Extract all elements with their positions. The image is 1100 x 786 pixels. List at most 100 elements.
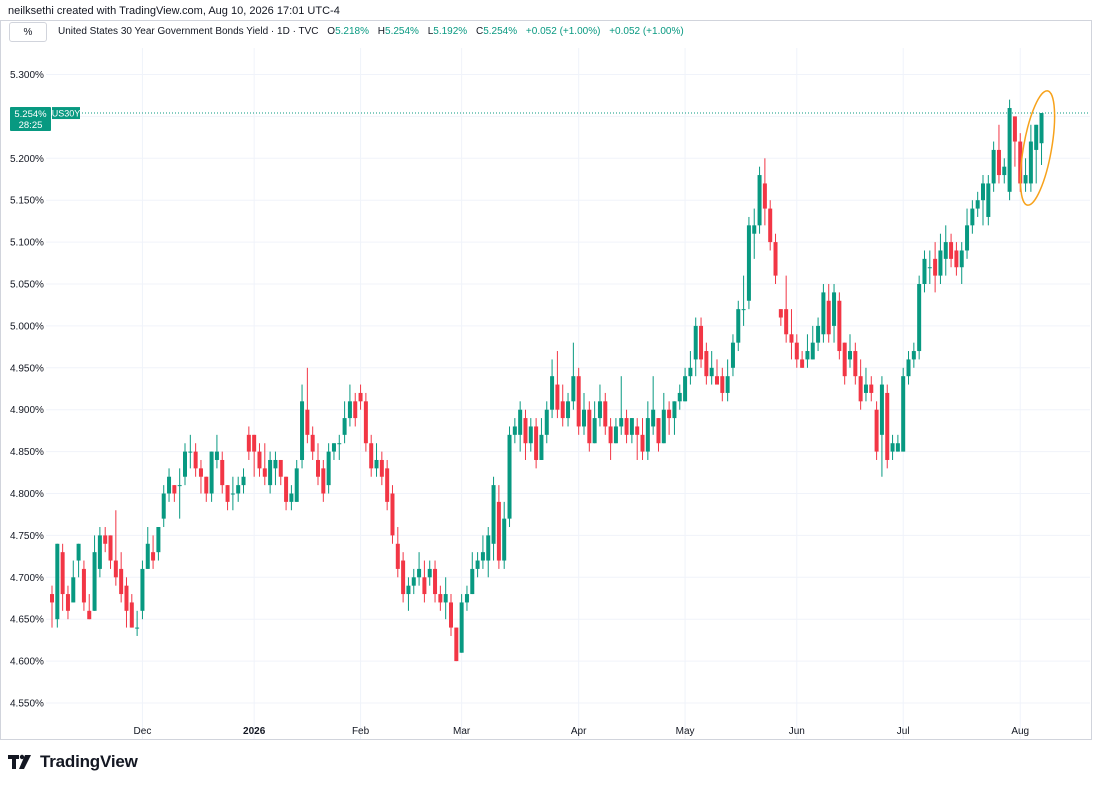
- candle-body[interactable]: [459, 602, 464, 653]
- candle-body[interactable]: [927, 267, 932, 269]
- candle-body[interactable]: [725, 376, 730, 393]
- candle-body[interactable]: [720, 376, 725, 393]
- candle-body[interactable]: [438, 594, 443, 603]
- candle-body[interactable]: [475, 560, 480, 569]
- candle-body[interactable]: [869, 384, 874, 393]
- candle-body[interactable]: [688, 367, 693, 377]
- candle-body[interactable]: [470, 568, 475, 595]
- candle-body[interactable]: [417, 568, 422, 578]
- candle-body[interactable]: [842, 342, 847, 377]
- candle-body[interactable]: [704, 351, 709, 377]
- candle-body[interactable]: [502, 518, 507, 561]
- candle-body[interactable]: [523, 418, 528, 444]
- candle-body[interactable]: [959, 250, 964, 268]
- candle-body[interactable]: [762, 183, 767, 209]
- candle-body[interactable]: [1023, 175, 1028, 184]
- candle-body[interactable]: [512, 426, 517, 435]
- candle-body[interactable]: [294, 468, 299, 502]
- candle-body[interactable]: [603, 401, 608, 427]
- candle-body[interactable]: [316, 459, 320, 477]
- candle-body[interactable]: [550, 376, 555, 410]
- candle-body[interactable]: [651, 409, 656, 427]
- candle-body[interactable]: [996, 149, 1001, 176]
- candle-body[interactable]: [108, 535, 113, 561]
- candle-body[interactable]: [757, 175, 762, 226]
- candle-body[interactable]: [975, 200, 980, 209]
- candle-body[interactable]: [188, 451, 193, 453]
- candle-body[interactable]: [230, 493, 235, 495]
- candle-body[interactable]: [124, 585, 129, 611]
- candle-body[interactable]: [789, 334, 794, 343]
- candle-body[interactable]: [608, 426, 613, 444]
- candle-body[interactable]: [262, 468, 267, 477]
- candle-body[interactable]: [746, 225, 751, 301]
- candle-body[interactable]: [422, 577, 427, 595]
- candle-body[interactable]: [906, 359, 911, 377]
- candle-body[interactable]: [816, 325, 821, 343]
- candle-body[interactable]: [177, 485, 182, 487]
- candle-body[interactable]: [449, 602, 453, 628]
- candle-body[interactable]: [161, 493, 166, 519]
- candle-body[interactable]: [284, 476, 289, 502]
- candle-body[interactable]: [480, 552, 485, 561]
- candle-body[interactable]: [784, 309, 789, 335]
- candle-body[interactable]: [411, 577, 416, 586]
- candle-body[interactable]: [619, 418, 624, 427]
- candle-body[interactable]: [800, 359, 805, 368]
- candle-body[interactable]: [1012, 116, 1017, 142]
- candle-body[interactable]: [241, 476, 246, 486]
- candle-body[interactable]: [555, 384, 560, 410]
- candle-body[interactable]: [113, 560, 118, 578]
- candle-body[interactable]: [151, 552, 156, 561]
- candle-body[interactable]: [699, 325, 704, 360]
- candle-body[interactable]: [938, 250, 943, 276]
- candle-body[interactable]: [55, 543, 60, 620]
- candle-body[interactable]: [566, 401, 571, 419]
- candle-body[interactable]: [805, 351, 810, 360]
- candle-body[interactable]: [464, 594, 469, 603]
- candle-body[interactable]: [369, 443, 374, 469]
- candle-body[interactable]: [821, 292, 826, 335]
- candle-body[interactable]: [613, 426, 618, 444]
- candle-body[interactable]: [528, 426, 533, 444]
- candle-body[interactable]: [183, 451, 187, 477]
- candle-body[interactable]: [778, 309, 783, 318]
- candle-body[interactable]: [363, 401, 368, 444]
- candle-body[interactable]: [667, 409, 672, 419]
- candle-body[interactable]: [672, 401, 677, 419]
- candle-body[interactable]: [310, 434, 315, 452]
- candle-body[interactable]: [65, 594, 70, 611]
- candle-body[interactable]: [560, 401, 565, 419]
- candle-body[interactable]: [342, 418, 347, 435]
- candle-body[interactable]: [1002, 166, 1007, 176]
- candle-body[interactable]: [92, 552, 97, 611]
- candle-body[interactable]: [225, 485, 230, 502]
- candle-body[interactable]: [1034, 124, 1039, 150]
- candle-body[interactable]: [933, 258, 938, 276]
- candle-body[interactable]: [863, 384, 868, 393]
- candle-body[interactable]: [289, 493, 294, 502]
- candle-body[interactable]: [326, 451, 331, 486]
- candle-body[interactable]: [597, 401, 602, 419]
- candle-body[interactable]: [890, 443, 895, 452]
- candle-body[interactable]: [76, 543, 81, 561]
- candle-body[interactable]: [193, 451, 198, 469]
- candle-body[interactable]: [991, 149, 996, 184]
- candle-body[interactable]: [246, 434, 251, 452]
- candle-body[interactable]: [252, 434, 257, 452]
- candle-body[interactable]: [571, 376, 576, 402]
- candle-body[interactable]: [395, 543, 400, 569]
- candle-body[interactable]: [592, 418, 597, 444]
- candle-body[interactable]: [1018, 141, 1023, 184]
- candle-body[interactable]: [454, 627, 459, 662]
- candle-body[interactable]: [858, 376, 863, 402]
- candle-body[interactable]: [986, 183, 991, 217]
- candle-body[interactable]: [278, 459, 283, 477]
- candle-body[interactable]: [768, 208, 773, 243]
- candle-body[interactable]: [486, 535, 491, 561]
- candle-body[interactable]: [518, 409, 523, 435]
- candle-body[interactable]: [943, 242, 948, 259]
- candle-body[interactable]: [661, 409, 666, 444]
- candle-body[interactable]: [257, 451, 262, 469]
